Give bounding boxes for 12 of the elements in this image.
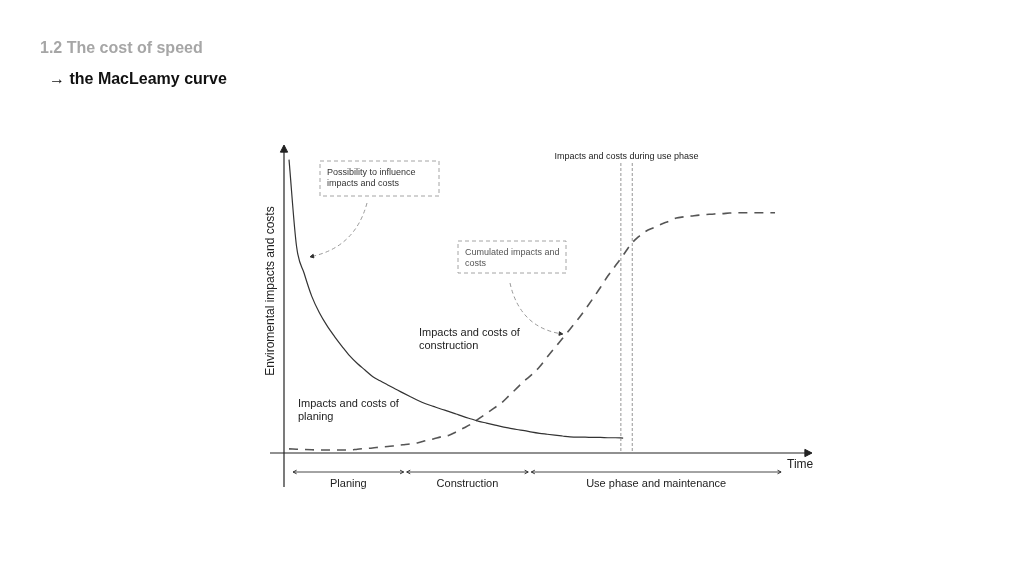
text: Planing	[329, 477, 367, 491]
text: Possibility to influence impacts and costs	[327, 167, 417, 189]
text: 1.2 The cost of speed	[40, 38, 203, 58]
text: → the MacLeamy curve	[49, 69, 227, 89]
text: Use phase and maintenance	[586, 477, 727, 491]
annotation: Impacts and costs of construction	[419, 326, 521, 353]
text: Cumulated impacts and costs	[465, 247, 561, 269]
text: Construction	[436, 477, 499, 491]
y-axis-title: Enviromental impacts and costs	[262, 206, 278, 376]
annotation: Impacts and costs of planing	[298, 397, 400, 424]
x-axis-title: Time	[787, 456, 814, 472]
annotation: Impacts and costs during use phase	[554, 150, 699, 162]
